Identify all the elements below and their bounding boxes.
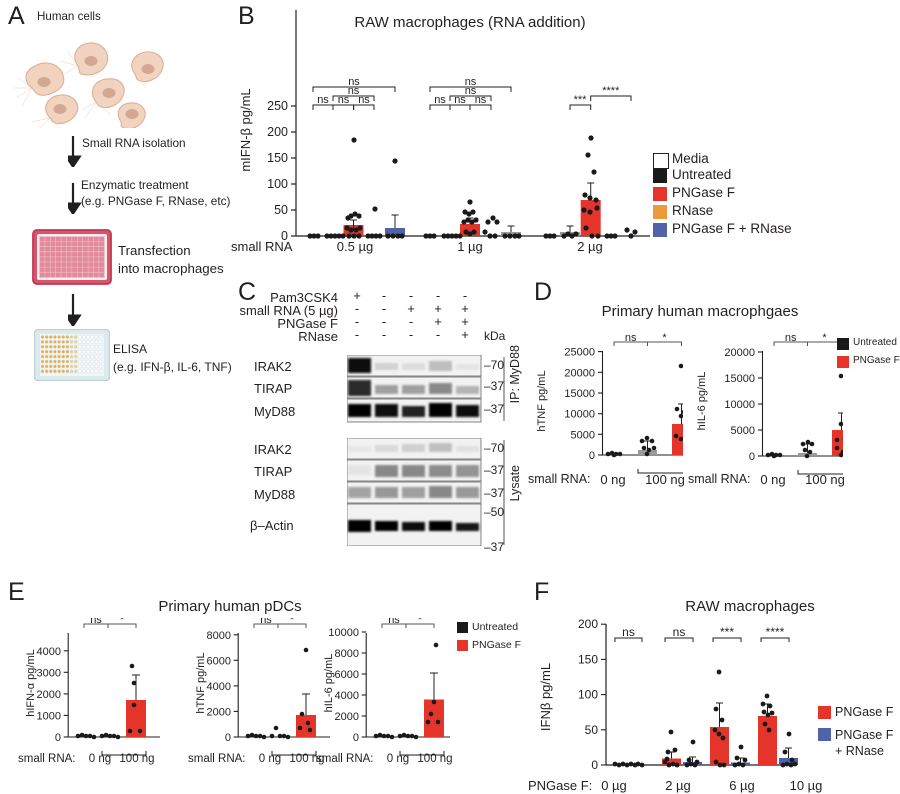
svg-text:15000: 15000 bbox=[724, 373, 755, 385]
svg-text:10000: 10000 bbox=[328, 627, 359, 639]
svg-text:8000: 8000 bbox=[335, 648, 359, 660]
svg-text:ns: ns bbox=[454, 94, 466, 106]
svg-text:hIFN-α pg/mL: hIFN-α pg/mL bbox=[25, 649, 37, 717]
svg-text:ns: ns bbox=[625, 332, 637, 344]
svg-text:hTNF pg/mL: hTNF pg/mL bbox=[195, 652, 207, 713]
svg-text:4000: 4000 bbox=[207, 681, 231, 693]
svg-text:***: *** bbox=[720, 625, 734, 639]
svg-text:****: **** bbox=[766, 625, 785, 639]
svg-text:0: 0 bbox=[55, 732, 61, 744]
svg-text:0: 0 bbox=[353, 732, 359, 744]
svg-text:***: *** bbox=[574, 94, 588, 106]
svg-text:0: 0 bbox=[225, 732, 231, 744]
svg-text:2000: 2000 bbox=[207, 706, 231, 718]
svg-text:ns: ns bbox=[622, 625, 635, 639]
svg-text:*: * bbox=[120, 618, 125, 626]
svg-text:4000: 4000 bbox=[335, 690, 359, 702]
svg-text:-: - bbox=[436, 327, 440, 342]
svg-text:hIL-6 pg/mL: hIL-6 pg/mL bbox=[323, 654, 335, 713]
svg-text:*: * bbox=[822, 332, 827, 344]
svg-text:IFNβ pg/mL: IFNβ pg/mL bbox=[538, 663, 553, 731]
svg-text:10000: 10000 bbox=[724, 399, 755, 411]
svg-text:10000: 10000 bbox=[564, 409, 595, 421]
svg-text:ns: ns bbox=[90, 618, 102, 626]
svg-text:6000: 6000 bbox=[335, 669, 359, 681]
svg-text:50: 50 bbox=[585, 723, 599, 737]
svg-text:ns: ns bbox=[388, 618, 400, 626]
svg-text:hTNF pg/mL: hTNF pg/mL bbox=[536, 370, 548, 431]
svg-text:ns: ns bbox=[475, 94, 487, 106]
svg-text:200: 200 bbox=[267, 125, 288, 139]
svg-text:-: - bbox=[355, 327, 359, 342]
svg-text:20000: 20000 bbox=[724, 347, 755, 359]
svg-text:15000: 15000 bbox=[564, 388, 595, 400]
svg-text:ns: ns bbox=[434, 94, 446, 106]
svg-text:0: 0 bbox=[589, 450, 595, 462]
svg-text:50: 50 bbox=[274, 203, 288, 217]
svg-text:5000: 5000 bbox=[571, 429, 595, 441]
svg-text:6000: 6000 bbox=[207, 655, 231, 667]
svg-text:ns: ns bbox=[260, 618, 272, 626]
svg-text:0: 0 bbox=[591, 758, 598, 772]
svg-text:ns: ns bbox=[785, 332, 797, 344]
svg-text:ns: ns bbox=[673, 625, 686, 639]
svg-text:2000: 2000 bbox=[37, 689, 61, 701]
svg-text:ns: ns bbox=[358, 94, 370, 106]
svg-text:3000: 3000 bbox=[37, 667, 61, 679]
svg-text:*: * bbox=[662, 332, 667, 344]
svg-text:250: 250 bbox=[267, 99, 288, 113]
svg-text:4000: 4000 bbox=[37, 646, 61, 658]
svg-text:1000: 1000 bbox=[37, 710, 61, 722]
svg-text:25000: 25000 bbox=[564, 347, 595, 359]
svg-text:2000: 2000 bbox=[335, 711, 359, 723]
svg-text:mIFN-β pg/mL: mIFN-β pg/mL bbox=[238, 88, 253, 171]
svg-text:100: 100 bbox=[578, 688, 598, 702]
svg-text:20000: 20000 bbox=[564, 367, 595, 379]
svg-text:8000: 8000 bbox=[207, 630, 231, 642]
svg-text:150: 150 bbox=[578, 652, 598, 666]
svg-text:+: + bbox=[461, 327, 469, 342]
svg-text:hIL-6 pg/mL: hIL-6 pg/mL bbox=[696, 372, 708, 431]
svg-text:****: **** bbox=[602, 85, 620, 97]
svg-text:ns: ns bbox=[317, 94, 329, 106]
svg-text:0: 0 bbox=[749, 451, 755, 463]
svg-text:*: * bbox=[418, 618, 423, 626]
svg-text:*: * bbox=[290, 618, 295, 626]
svg-text:200: 200 bbox=[578, 617, 598, 631]
svg-text:100: 100 bbox=[267, 177, 288, 191]
svg-text:-: - bbox=[409, 327, 413, 342]
svg-text:ns: ns bbox=[338, 94, 350, 106]
svg-text:-: - bbox=[382, 327, 386, 342]
svg-text:5000: 5000 bbox=[731, 425, 755, 437]
svg-text:150: 150 bbox=[267, 151, 288, 165]
